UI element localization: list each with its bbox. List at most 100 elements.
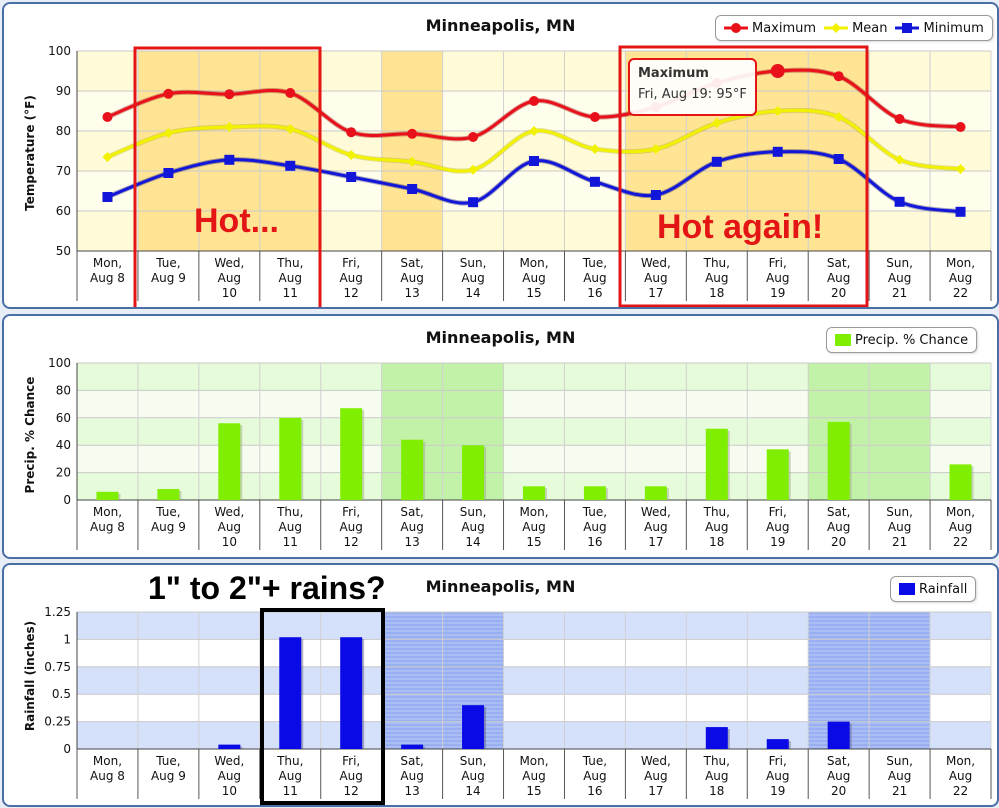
highlight-column bbox=[259, 51, 321, 251]
x-tick-label: Thu, bbox=[276, 754, 303, 768]
x-tick-label: Aug bbox=[583, 520, 606, 534]
data-point bbox=[589, 176, 600, 187]
bar-swatch-icon bbox=[835, 334, 851, 346]
legend-item-minimum[interactable]: Minimum bbox=[895, 21, 984, 36]
chart-legend[interactable]: Maximum Mean Minimum bbox=[715, 15, 993, 41]
x-tick-label: Thu, bbox=[276, 505, 303, 519]
y-tick-label: 0 bbox=[63, 493, 71, 507]
x-tick-label: Aug bbox=[400, 271, 423, 285]
chart-title: Minneapolis, MN bbox=[425, 328, 576, 347]
x-tick-label: 20 bbox=[831, 784, 846, 798]
circle-marker-icon bbox=[724, 23, 748, 33]
x-tick-label: Aug bbox=[339, 271, 362, 285]
legend-item-mean[interactable]: Mean bbox=[824, 21, 887, 36]
x-tick-label: Aug bbox=[400, 520, 423, 534]
legend-item-rainfall[interactable]: Rainfall bbox=[899, 582, 967, 597]
x-tick-label: Aug bbox=[949, 271, 972, 285]
x-tick-label: 15 bbox=[526, 535, 541, 549]
tooltip-title: Maximum bbox=[638, 66, 709, 81]
precip-bar bbox=[705, 428, 728, 500]
x-tick-label: 13 bbox=[404, 286, 419, 300]
x-tick-label: Aug bbox=[400, 769, 423, 783]
data-point bbox=[529, 156, 539, 166]
data-point bbox=[407, 128, 418, 139]
x-tick-label: Aug 9 bbox=[151, 769, 186, 783]
x-tick-label: Sun, bbox=[460, 256, 487, 270]
x-tick-label: Sat, bbox=[400, 505, 424, 519]
precip-bar bbox=[279, 417, 302, 500]
x-tick-label: 14 bbox=[465, 286, 480, 300]
chart-title: Minneapolis, MN bbox=[425, 16, 576, 35]
highlight-column bbox=[381, 51, 443, 251]
legend-label: Precip. % Chance bbox=[855, 332, 969, 348]
x-tick-label: Aug bbox=[339, 520, 362, 534]
data-point bbox=[894, 114, 905, 124]
data-point bbox=[833, 154, 844, 164]
precip-bar bbox=[523, 486, 545, 500]
tooltip-text: Fri, Aug 19: 95°F bbox=[638, 87, 747, 102]
x-tick-label: 19 bbox=[770, 286, 785, 300]
rainfall-bar bbox=[401, 744, 424, 749]
precip-bar bbox=[827, 421, 850, 500]
y-tick-label: 1 bbox=[63, 632, 71, 646]
precip-bar bbox=[462, 445, 485, 500]
precip-bar bbox=[157, 489, 180, 500]
highlight-column bbox=[198, 51, 260, 251]
x-tick-label: Sat, bbox=[827, 505, 851, 519]
x-tick-label: Aug bbox=[279, 520, 302, 534]
x-tick-label: Aug bbox=[218, 769, 241, 783]
x-tick-label: Tue, bbox=[155, 256, 180, 270]
annotation-rains: 1" to 2"+ rains? bbox=[148, 570, 386, 606]
x-tick-label: 18 bbox=[709, 784, 724, 798]
data-point bbox=[770, 64, 785, 78]
x-tick-label: Aug bbox=[705, 271, 728, 285]
x-tick-label: Sat, bbox=[400, 754, 424, 768]
x-tick-label: 17 bbox=[648, 286, 663, 300]
data-point bbox=[894, 196, 905, 207]
x-tick-label: Aug bbox=[705, 520, 728, 534]
chart-legend[interactable]: Rainfall bbox=[890, 576, 977, 602]
y-tick-label: 80 bbox=[56, 124, 71, 138]
x-tick-label: Aug bbox=[827, 271, 850, 285]
annotation-hot-again: Hot again! bbox=[657, 208, 824, 246]
highlight-column bbox=[869, 612, 931, 749]
x-tick-label: 17 bbox=[648, 535, 663, 549]
x-tick-label: Aug bbox=[766, 520, 789, 534]
x-tick-label: Aug bbox=[461, 520, 484, 534]
x-tick-label: Sun, bbox=[886, 754, 913, 768]
precip-bar bbox=[96, 491, 119, 500]
y-tick-label: 80 bbox=[56, 383, 71, 397]
x-tick-label: Aug bbox=[583, 769, 606, 783]
data-point bbox=[955, 164, 966, 174]
x-tick-label: 16 bbox=[587, 535, 602, 549]
x-tick-label: Aug bbox=[522, 769, 545, 783]
x-tick-label: Aug 9 bbox=[151, 520, 186, 534]
x-tick-label: Sun, bbox=[886, 256, 913, 270]
x-tick-label: Fri, bbox=[342, 754, 360, 768]
x-tick-label: Sat, bbox=[400, 256, 424, 270]
rainfall-bar bbox=[340, 637, 363, 749]
y-tick-label: 0.5 bbox=[52, 687, 71, 701]
x-tick-label: Aug bbox=[644, 520, 667, 534]
x-tick-label: Aug 8 bbox=[90, 769, 125, 783]
x-tick-label: Wed, bbox=[214, 754, 244, 768]
precip-bar bbox=[340, 408, 363, 500]
y-tick-label: 0 bbox=[63, 742, 71, 756]
legend-label: Mean bbox=[852, 20, 888, 36]
rainfall-bar bbox=[279, 637, 302, 749]
rainfall-bar bbox=[218, 744, 241, 749]
legend-item-maximum[interactable]: Maximum bbox=[724, 21, 816, 36]
x-tick-label: Tue, bbox=[582, 754, 607, 768]
x-tick-label: Tue, bbox=[155, 754, 180, 768]
data-point bbox=[894, 154, 905, 165]
x-tick-label: Mon, bbox=[946, 256, 975, 270]
chart-legend[interactable]: Precip. % Chance bbox=[826, 327, 978, 353]
annotation-box-rains bbox=[260, 608, 385, 805]
legend-item-precip-chance[interactable]: Precip. % Chance bbox=[835, 333, 968, 348]
data-point bbox=[163, 88, 174, 99]
x-tick-label: Aug bbox=[218, 271, 241, 285]
x-tick-label: 11 bbox=[283, 535, 298, 549]
data-point bbox=[529, 126, 539, 136]
x-tick-label: 16 bbox=[587, 784, 602, 798]
